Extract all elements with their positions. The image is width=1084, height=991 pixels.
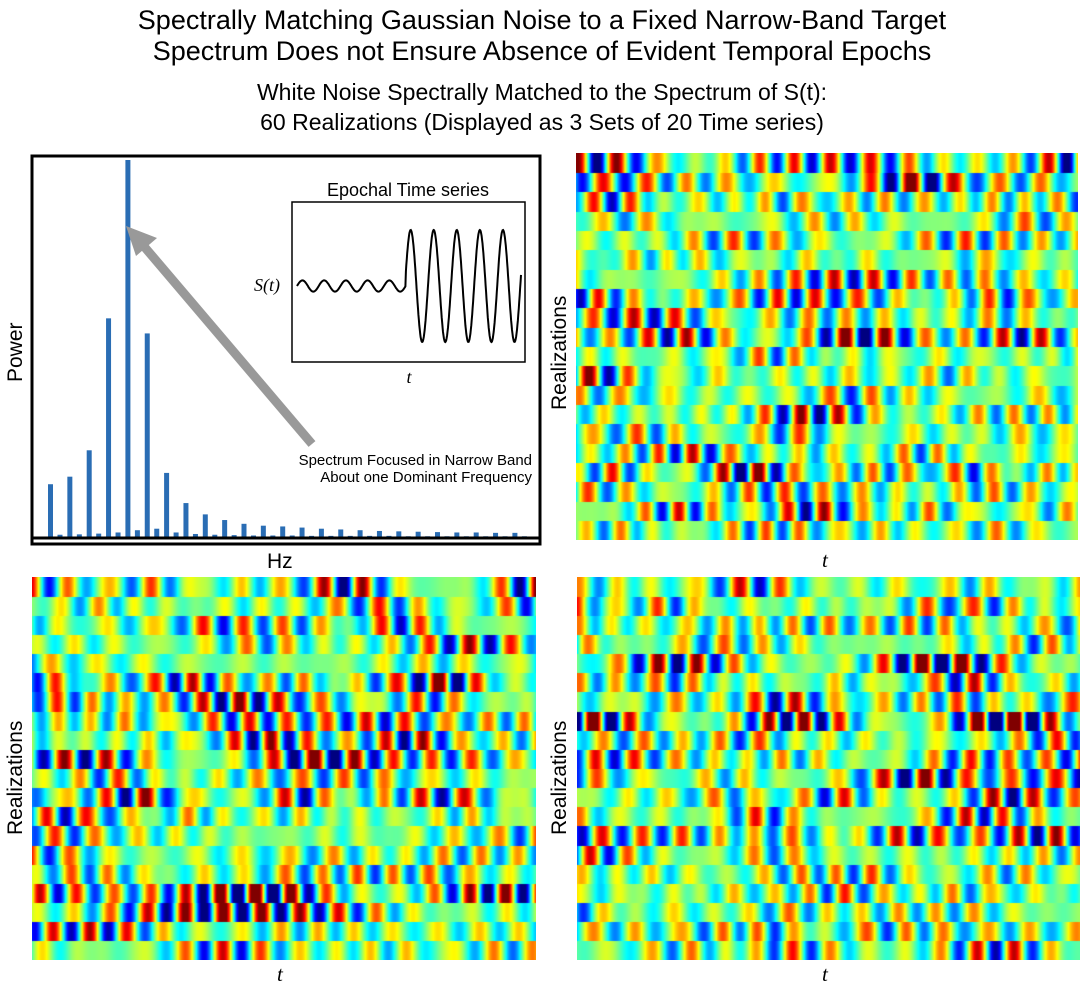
inset-time-series: Epochal Time series S(t) t [254, 180, 526, 387]
heatmap-xlabel: t [822, 962, 828, 986]
spectrum-bar-minor [57, 534, 63, 537]
heatmap-realizations-2 [32, 577, 536, 960]
inset-xlabel: t [406, 367, 412, 387]
spectrum-bar [357, 530, 363, 537]
spectrum-bar-minor [134, 530, 140, 537]
spectrum-bar [144, 333, 150, 537]
spectrum-bar [435, 532, 440, 537]
heatmap-realizations-1 [576, 153, 1078, 540]
spectrum-bar-minor [154, 528, 160, 537]
spectrum-bar [67, 476, 73, 537]
spectrum-bar [512, 532, 518, 537]
spectrum-ylabel: Power [4, 322, 27, 382]
inset-ylabel: S(t) [254, 275, 280, 296]
heatmap-xlabel: t [277, 962, 283, 986]
spectrum-bar [415, 531, 421, 537]
spectrum-bar [222, 520, 228, 537]
inset-signal-line [296, 228, 522, 344]
spectrum-bar [338, 529, 344, 537]
spectrum-bar [493, 532, 499, 537]
spectrum-bar-minor [115, 532, 121, 537]
spectrum-bar-minor [173, 532, 179, 537]
annotation-arrow-icon [126, 226, 316, 447]
annotation-line1: Spectrum Focused in Narrow Band [299, 452, 532, 469]
spectrum-bar [454, 532, 460, 537]
figure-title-line2: Spectrum Does not Ensure Absence of Evid… [152, 36, 932, 66]
heatmap-ylabel: Realizations [548, 720, 571, 835]
spectrum-bar [299, 527, 305, 537]
spectrum-bar [86, 450, 92, 537]
spectrum-bar [106, 318, 112, 537]
spectrum-bar [260, 525, 266, 537]
spectrum-bar-minor [231, 535, 237, 537]
spectrum-bar [318, 528, 324, 537]
spectrum-bar [48, 484, 53, 537]
spectrum-bar-minor [347, 535, 353, 537]
spectrum-bar [183, 503, 189, 537]
spectrum-bar-minor [192, 533, 198, 537]
spectrum-bar-minor [251, 535, 256, 537]
spectrum-bar-minor [309, 535, 315, 537]
spectrum-bar-minor [367, 535, 373, 537]
spectrum-bar-minor [76, 534, 82, 537]
spectrum-bar [164, 472, 170, 537]
spectrum-bar [202, 514, 208, 537]
spectrum-bar [241, 523, 247, 537]
spectrum-bar [125, 160, 131, 537]
figure-subtitle-line1: White Noise Spectrally Matched to the Sp… [256, 79, 828, 105]
annotation-line2: About one Dominant Frequency [320, 469, 532, 486]
spectrum-bar-minor [212, 534, 218, 537]
spectrum-bar [473, 532, 479, 537]
heatmap-xlabel: t [822, 548, 828, 572]
heatmap-ylabel: Realizations [4, 720, 27, 835]
spectrum-bar [280, 526, 286, 537]
spectrum-bars [48, 160, 527, 537]
spectrum-bar-minor [328, 535, 334, 537]
spectrum-bar-minor [386, 535, 392, 537]
figure-subtitle-line2: 60 Realizations (Displayed as 3 Sets of … [260, 109, 824, 135]
spectrum-bar-minor [270, 535, 276, 537]
spectrum-bar [376, 530, 382, 537]
spectrum-chart: Epochal Time series S(t) t Spectrum Focu… [30, 154, 542, 546]
figure-title-line1: Spectrally Matching Gaussian Noise to a … [137, 5, 947, 35]
heatmap-ylabel: Realizations [548, 295, 571, 410]
spectrum-xlabel: Hz [267, 550, 293, 573]
inset-title: Epochal Time series [327, 180, 489, 200]
spectrum-bar [396, 531, 402, 537]
heatmap-realizations-3 [577, 577, 1080, 960]
spectrum-frame [30, 154, 542, 546]
spectrum-bar-minor [96, 533, 102, 537]
spectrum-bar-minor [289, 535, 295, 537]
